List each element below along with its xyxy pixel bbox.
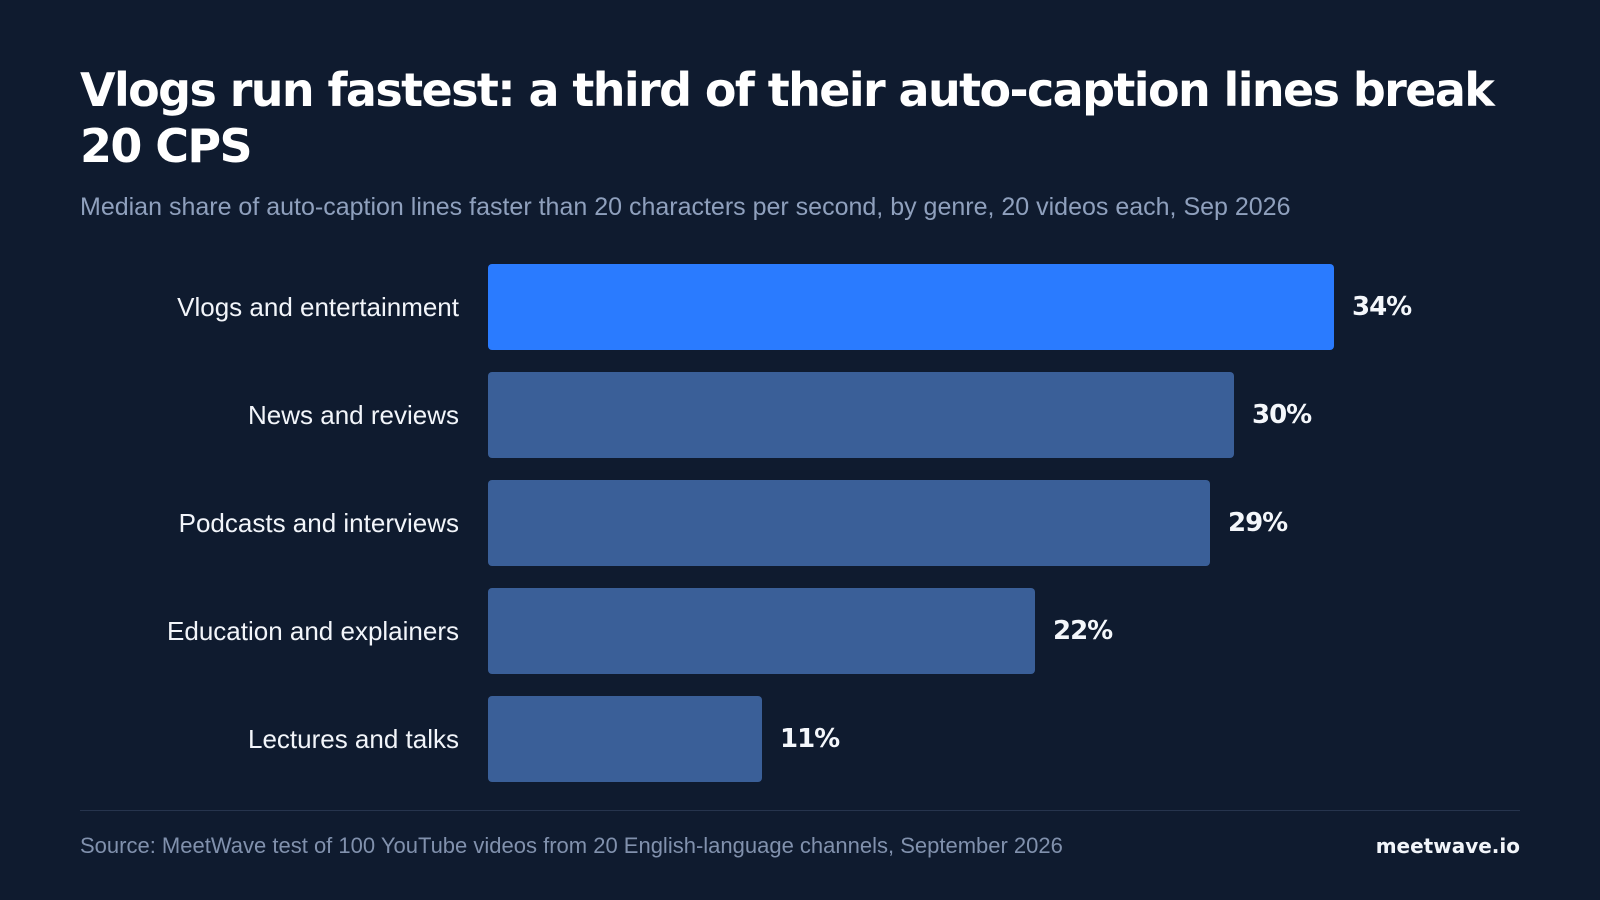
bar-4 [488,696,762,782]
category-label-4: Lectures and talks [248,724,459,754]
chart-title: Vlogs run fastest: a third of their auto… [80,63,1495,173]
footer-divider [80,810,1520,811]
value-label-2: 29% [1228,508,1288,538]
value-label-3: 22% [1053,616,1113,646]
brand-logo: meetwave.io [1375,834,1520,858]
category-label-0: Vlogs and entertainment [177,292,460,322]
value-label-0: 34% [1352,292,1412,322]
value-label-1: 30% [1252,400,1312,430]
bar-1 [488,372,1234,458]
bar-0 [488,264,1334,350]
category-label-1: News and reviews [248,400,459,430]
category-label-2: Podcasts and interviews [179,508,459,538]
source-note: Source: MeetWave test of 100 YouTube vid… [80,833,1063,858]
category-label-3: Education and explainers [167,616,459,646]
chart-subtitle: Median share of auto-caption lines faste… [80,193,1291,221]
value-label-4: 11% [780,724,840,754]
bar-3 [488,588,1035,674]
bar-2 [488,480,1210,566]
